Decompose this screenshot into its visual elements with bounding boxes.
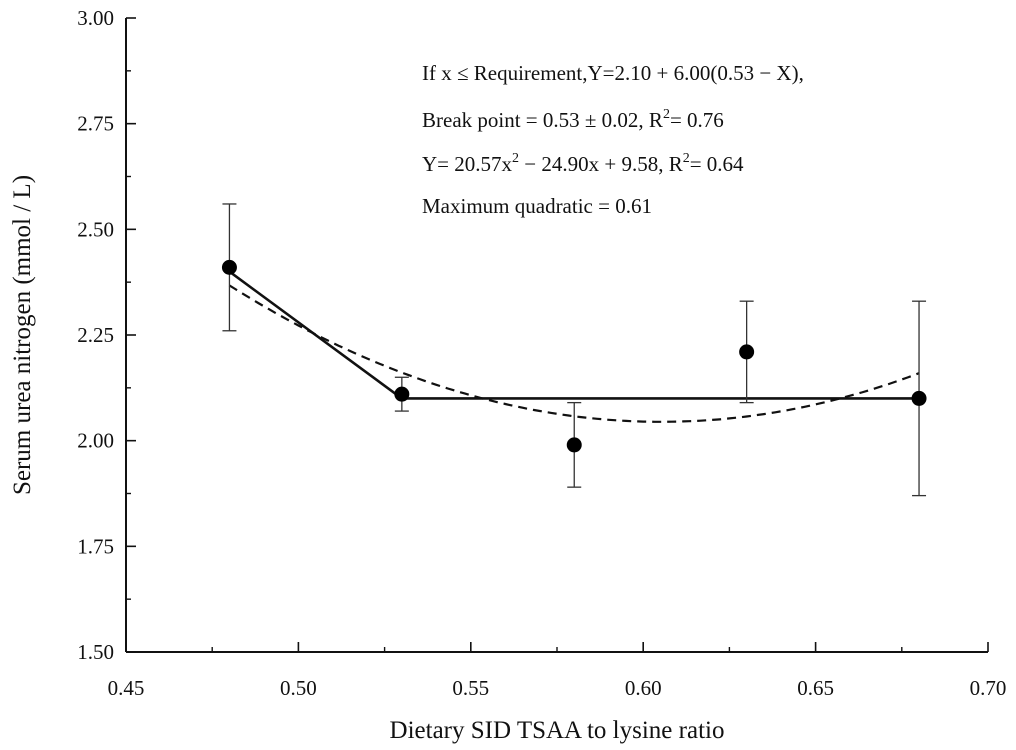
data-point (394, 386, 410, 402)
data-point (911, 390, 927, 406)
annotations: If x ≤ Requirement,Y=2.10 + 6.00(0.53 − … (422, 61, 804, 218)
y-tick-label: 1.50 (77, 640, 114, 664)
x-tick-label: 0.50 (280, 676, 317, 700)
y-tick-label: 3.00 (77, 6, 114, 30)
annotation-text: = 0.64 (690, 152, 744, 176)
annotation-text: Break point = 0.53 ± 0.02, R (422, 108, 663, 132)
fit-lines (228, 270, 920, 423)
data-point (221, 259, 237, 275)
x-tick-label: 0.55 (452, 676, 489, 700)
x-tick-label: 0.65 (797, 676, 834, 700)
annotation-line: Maximum quadratic = 0.61 (422, 194, 652, 218)
superscript: 2 (512, 151, 519, 166)
data-point (739, 344, 755, 360)
y-tick-label: 2.00 (77, 429, 114, 453)
quadratic-fit (228, 284, 920, 423)
annotation-line: Y= 20.57x2 − 24.90x + 9.58, R2= 0.64 (422, 151, 744, 176)
y-tick-label: 1.75 (77, 534, 114, 558)
y-tick-label: 2.25 (77, 323, 114, 347)
data-points (221, 259, 927, 453)
annotation-text: If x ≤ Requirement,Y=2.10 + 6.00(0.53 − … (422, 61, 804, 85)
annotation-text: = 0.76 (670, 108, 724, 132)
superscript: 2 (683, 151, 690, 166)
x-tick-label: 0.70 (970, 676, 1007, 700)
data-point (566, 437, 582, 453)
annotation-text: Maximum quadratic = 0.61 (422, 194, 652, 218)
annotation-line: If x ≤ Requirement,Y=2.10 + 6.00(0.53 − … (422, 61, 804, 85)
annotation-text: Y= 20.57x (422, 152, 513, 176)
y-axis-label: Serum urea nitrogen (mmol / L) (9, 175, 36, 495)
x-tick-label: 0.60 (625, 676, 662, 700)
annotation-text: − 24.90x + 9.58, R (519, 152, 683, 176)
x-tick-label: 0.45 (108, 676, 145, 700)
y-tick-label: 2.50 (77, 217, 114, 241)
axes: 0.45 0.50 0.55 0.60 0.65 0.70 1.50 1.75 2.00 2.25… (77, 6, 1006, 700)
y-tick-label: 2.75 (77, 112, 114, 136)
superscript: 2 (663, 107, 670, 122)
annotation-line: Break point = 0.53 ± 0.02, R2= 0.76 (422, 107, 724, 132)
x-axis-label: Dietary SID TSAA to lysine ratio (390, 717, 725, 744)
broken-line-fit (228, 270, 919, 400)
